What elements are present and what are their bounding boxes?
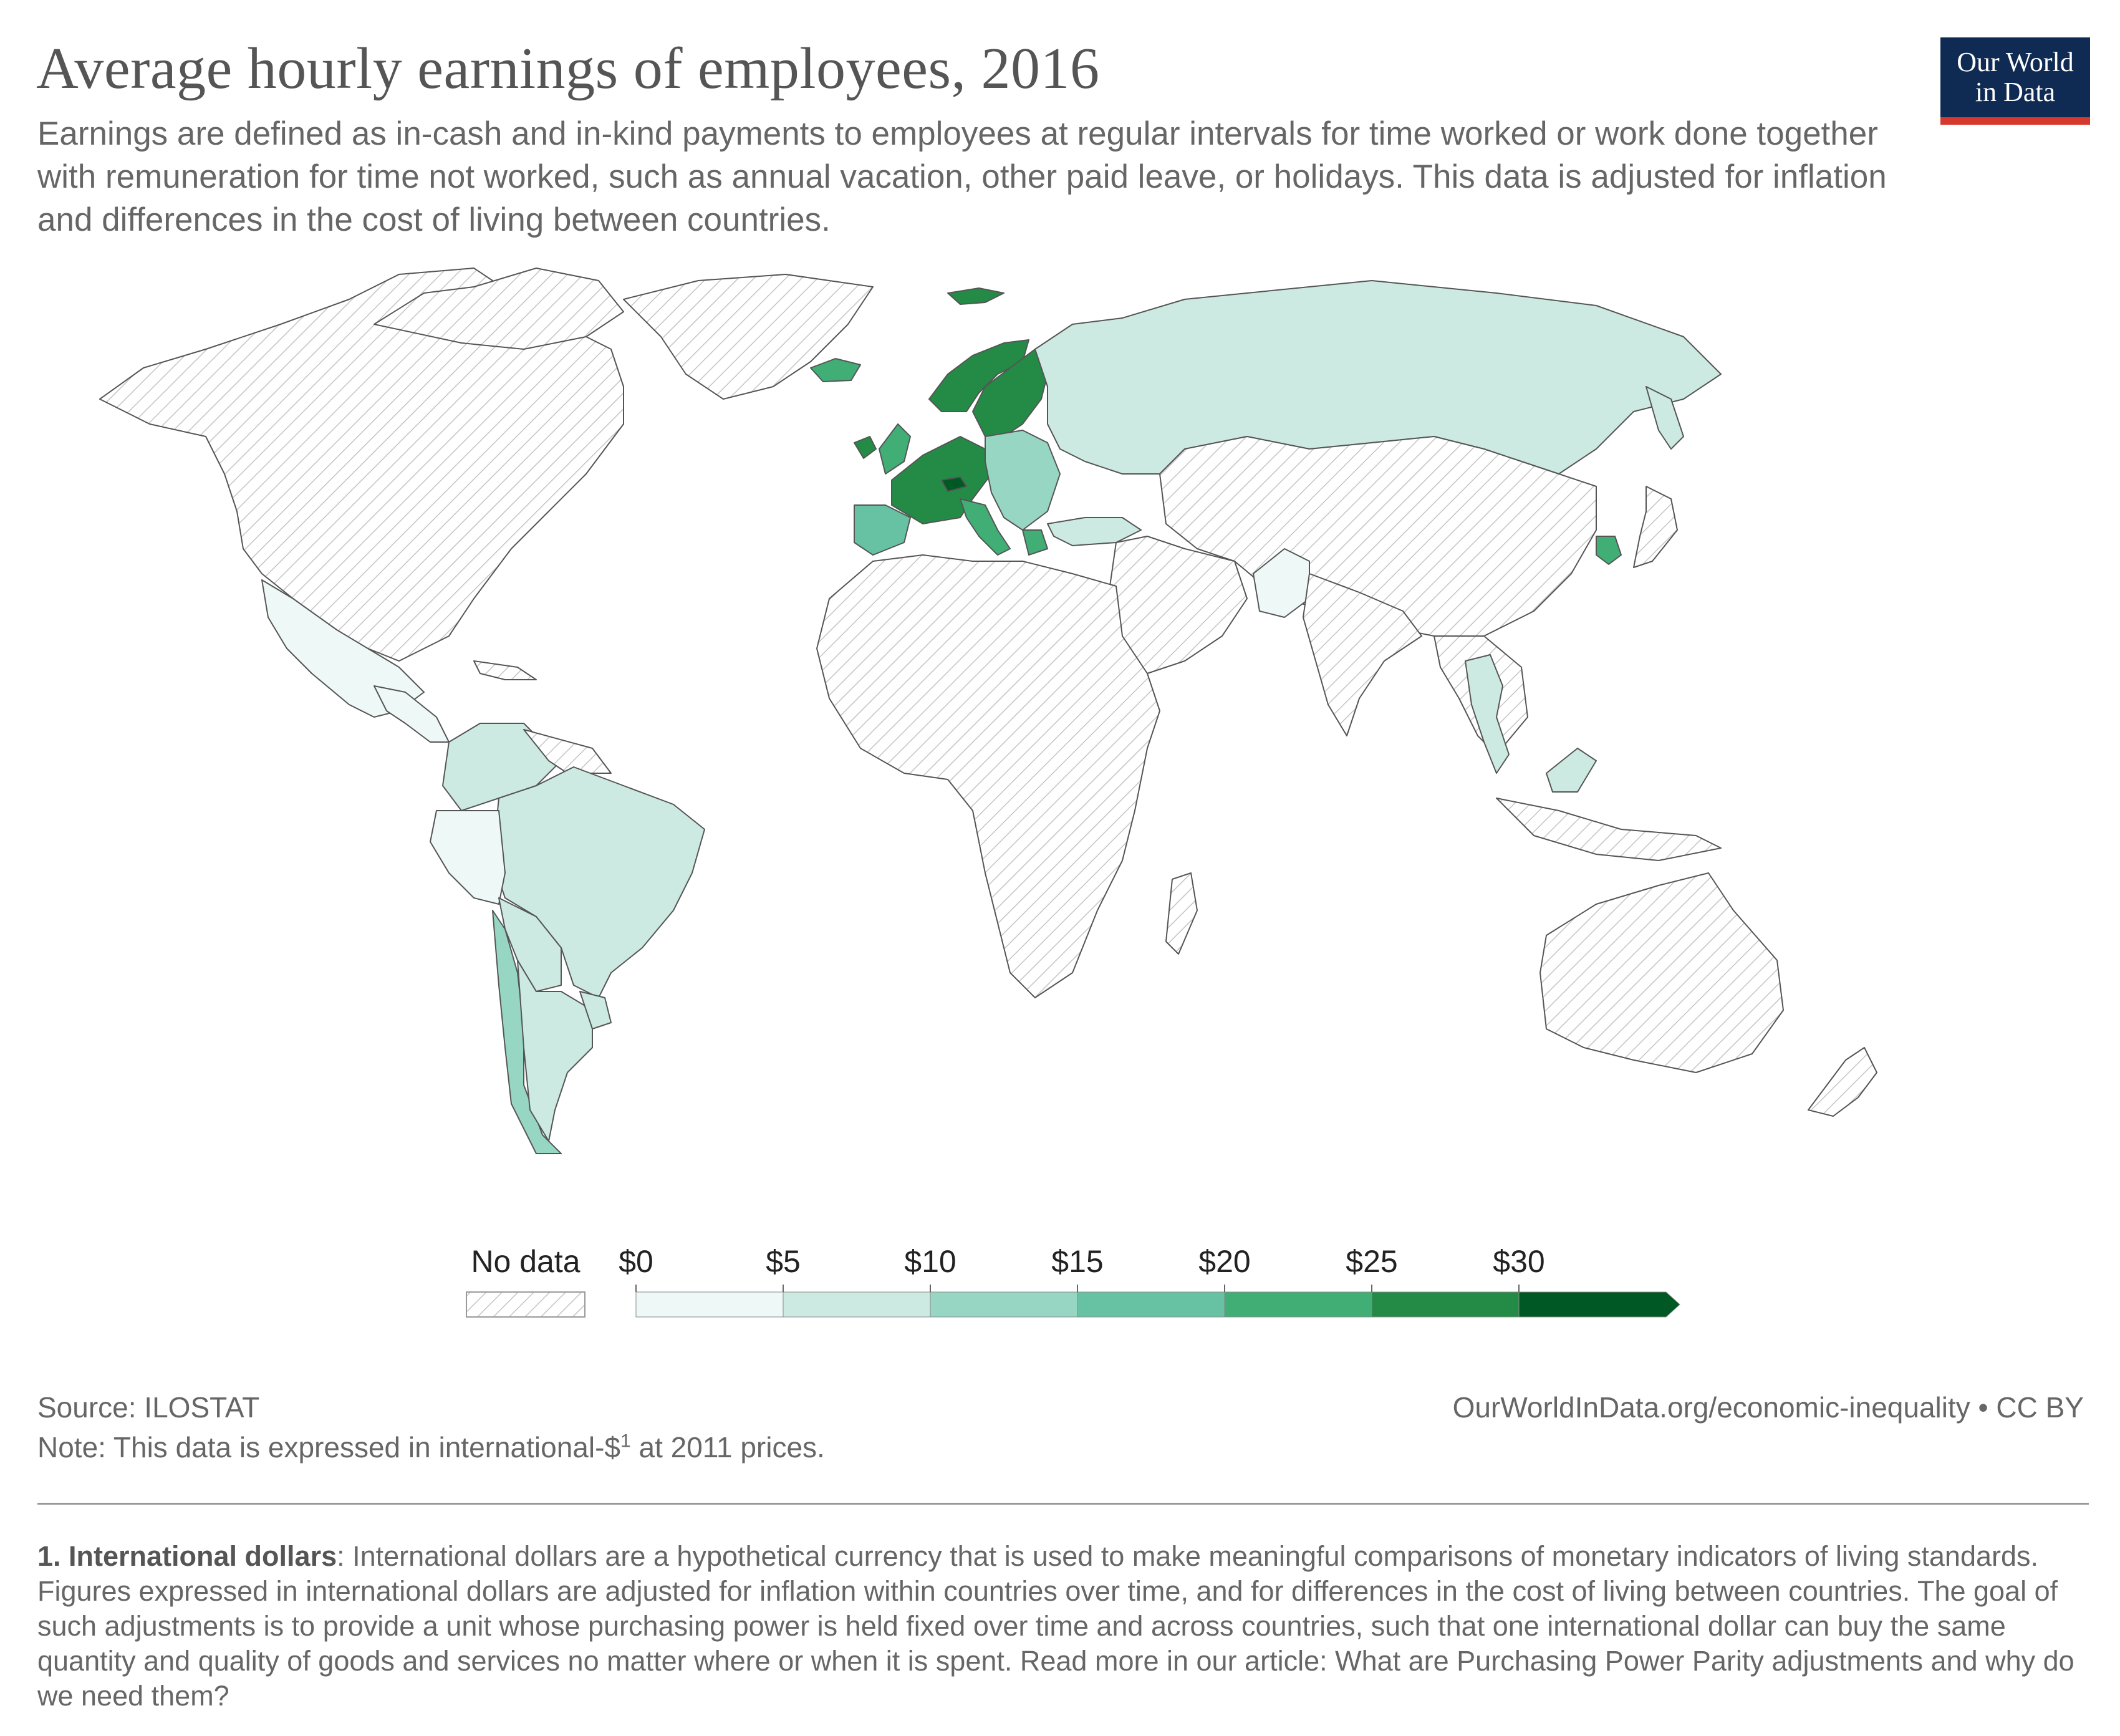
region-north-america[interactable] — [99, 268, 624, 662]
note-footnote-marker: 1 — [620, 1430, 631, 1452]
legend-label-2: $10 — [904, 1244, 956, 1279]
legend-label-0: $0 — [619, 1244, 653, 1279]
region-greenland[interactable] — [623, 274, 874, 400]
region-japan[interactable] — [1633, 486, 1678, 568]
owid-logo[interactable]: Our World in Data — [1940, 37, 2090, 125]
region-kamchatka[interactable] — [1645, 386, 1684, 450]
region-peru[interactable] — [430, 810, 506, 905]
legend-bin-4[interactable] — [1224, 1291, 1372, 1318]
region-south-korea[interactable] — [1596, 536, 1622, 565]
logo-line-1: Our World — [1957, 47, 2074, 77]
chart-title: Average hourly earnings of employees, 20… — [36, 36, 1100, 101]
region-svalbard[interactable] — [947, 287, 1005, 305]
region-caribbean[interactable] — [473, 660, 537, 680]
region-chile[interactable] — [492, 910, 562, 1154]
region-ireland[interactable] — [854, 436, 877, 459]
footnote-international-dollars: 1. International dollars: International … — [37, 1539, 2089, 1714]
legend-bin-0[interactable] — [635, 1291, 784, 1318]
region-eastern-europe[interactable] — [985, 430, 1061, 531]
legend-no-data-label: No data — [471, 1244, 581, 1279]
legend-bin-1[interactable] — [783, 1291, 931, 1318]
legend-no-data-swatch — [466, 1291, 585, 1318]
logo-line-2: in Data — [1975, 77, 2056, 107]
region-iceland[interactable] — [810, 358, 861, 382]
footnote-text: : International dollars are a hypothetic… — [37, 1540, 2074, 1712]
legend-label-4: $20 — [1198, 1244, 1251, 1279]
footnote-heading: 1. International dollars — [37, 1540, 337, 1572]
region-italy[interactable] — [960, 498, 1011, 556]
legend-label-6: $30 — [1493, 1244, 1545, 1279]
region-turkey[interactable] — [1047, 517, 1142, 546]
region-madagascar[interactable] — [1165, 872, 1198, 955]
legend-label-3: $15 — [1051, 1244, 1104, 1279]
legend-bin-3[interactable] — [1077, 1291, 1225, 1318]
legend-bin-5[interactable] — [1371, 1291, 1520, 1318]
chart-subtitle: Earnings are defined as in-cash and in-k… — [37, 115, 1887, 238]
region-india[interactable] — [1303, 573, 1422, 736]
region-brazil[interactable] — [492, 766, 705, 998]
region-uruguay[interactable] — [579, 991, 612, 1030]
url-line[interactable]: OurWorldInData.org/economic-inequality •… — [1452, 1391, 2084, 1424]
legend-label-1: $5 — [766, 1244, 801, 1279]
legend-bin-6[interactable] — [1518, 1291, 1680, 1318]
note-suffix: at 2011 prices. — [630, 1431, 825, 1464]
region-malaysia[interactable] — [1546, 748, 1597, 793]
region-switzerland[interactable] — [941, 476, 967, 492]
legend-bin-2[interactable] — [930, 1291, 1078, 1318]
footer-divider — [37, 1503, 2089, 1505]
region-iberia[interactable] — [854, 504, 911, 556]
region-new-zealand[interactable] — [1808, 1047, 1877, 1117]
region-thailand[interactable] — [1465, 654, 1510, 774]
region-africa[interactable] — [816, 554, 1160, 998]
region-australia[interactable] — [1539, 872, 1784, 1073]
note-line: Note: This data is expressed in internat… — [37, 1430, 825, 1464]
legend-label-5: $25 — [1346, 1244, 1398, 1279]
legend-bins — [635, 1285, 1680, 1318]
note-prefix: Note: This data is expressed in internat… — [37, 1431, 621, 1464]
region-uk[interactable] — [879, 423, 911, 475]
source-line: Source: ILOSTAT — [37, 1391, 260, 1424]
region-argentina[interactable] — [517, 960, 593, 1142]
region-greece[interactable] — [1022, 529, 1048, 556]
region-central-america[interactable] — [373, 685, 450, 743]
region-indonesia[interactable] — [1496, 798, 1722, 861]
region-arctic-islands[interactable] — [373, 268, 624, 350]
